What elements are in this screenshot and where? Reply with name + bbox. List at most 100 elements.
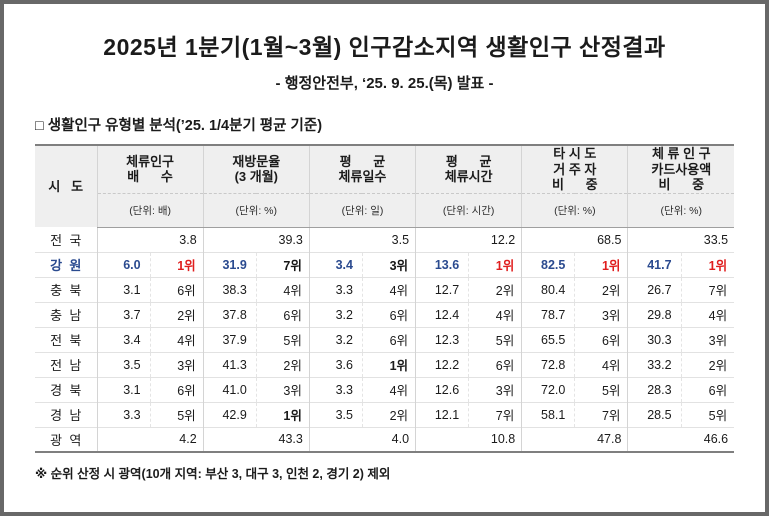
value-cell: 12.2 — [415, 352, 469, 377]
rank-cell: 4위 — [468, 302, 522, 327]
rank-cell: 2위 — [149, 302, 204, 327]
rank-cell: 4위 — [680, 302, 735, 327]
header-main-row: 시 도 체류인구 배 수 재방문율 (3 개월) 평 균 체류일수 평 균 체류시간 타 … — [35, 145, 735, 227]
table-row-충북: 충 북 3.1 6위 38.3 4위 3.3 4위 12.7 2위 80.4 2위 26.7 7위 — [35, 277, 735, 302]
value-cell: 3.3 — [308, 377, 363, 402]
rank-cell: 1위 — [149, 252, 204, 277]
column-header-4: 평 균 체류시간 — [415, 145, 522, 194]
value-cell: 33.5 — [627, 227, 735, 252]
value-cell: 46.6 — [627, 427, 735, 452]
value-cell: 12.3 — [415, 327, 469, 352]
value-cell: 3.5 — [308, 227, 416, 252]
rank-cell: 4위 — [361, 277, 416, 302]
value-cell: 47.8 — [521, 427, 628, 452]
region-cell: 충 북 — [50, 283, 82, 298]
table-row-전북: 전 북 3.4 4위 37.9 5위 3.2 6위 12.3 5위 65.5 6위 30.3 3위 — [35, 327, 735, 352]
column-header-6: 체 류 인 구 카드사용액 비 중 — [627, 145, 735, 194]
region-cell: 전 남 — [50, 358, 82, 373]
living-population-table: 시 도 체류인구 배 수 재방문율 (3 개월) 평 균 체류일수 평 균 체류시간 타 … — [35, 144, 735, 453]
rank-cell: 7위 — [255, 252, 310, 277]
rank-cell: 6위 — [468, 352, 522, 377]
rank-cell: 2위 — [468, 277, 522, 302]
rank-cell: 7위 — [680, 277, 735, 302]
value-cell: 82.5 — [521, 252, 575, 277]
rank-cell: 1위 — [574, 252, 628, 277]
value-cell: 6.0 — [96, 252, 151, 277]
footnote: ※ 순위 산정 시 광역(10개 지역: 부산 3, 대구 3, 인천 2, 경… — [35, 467, 391, 481]
page-subtitle: - 행정안전부, ‘25. 9. 25.(목) 발표 - — [275, 75, 494, 92]
table-row-전국: 전 국 3.8 39.3 3.5 12.2 68.5 33.5 — [35, 227, 735, 252]
rank-cell: 4위 — [361, 377, 416, 402]
rank-cell: 5위 — [468, 327, 522, 352]
rank-cell: 2위 — [574, 277, 628, 302]
value-cell: 3.1 — [96, 377, 151, 402]
value-cell: 3.2 — [308, 327, 363, 352]
region-cell: 경 북 — [50, 383, 82, 398]
value-cell: 65.5 — [521, 327, 575, 352]
table-row-경남: 경 남 3.3 5위 42.9 1위 3.5 2위 12.1 7위 58.1 7위 28.5 5위 — [35, 402, 735, 427]
value-cell: 13.6 — [415, 252, 469, 277]
value-cell: 43.3 — [202, 427, 310, 452]
rank-cell: 5위 — [574, 377, 628, 402]
value-cell: 3.4 — [308, 252, 363, 277]
rank-cell: 5위 — [680, 402, 735, 427]
region-cell: 광 역 — [50, 432, 82, 448]
unit-label-4: (단위: 시간) — [415, 193, 522, 228]
rank-cell: 6위 — [361, 302, 416, 327]
value-cell: 38.3 — [202, 277, 257, 302]
rank-cell: 6위 — [361, 327, 416, 352]
value-cell: 3.3 — [96, 402, 151, 427]
value-cell: 41.7 — [627, 252, 682, 277]
rank-cell: 4위 — [574, 352, 628, 377]
value-cell: 30.3 — [627, 327, 682, 352]
table-row-충남: 충 남 3.7 2위 37.8 6위 3.2 6위 12.4 4위 78.7 3위 29.8 4위 — [35, 302, 735, 327]
unit-label-2: (단위: %) — [202, 193, 310, 228]
rank-cell: 6위 — [149, 377, 204, 402]
value-cell: 4.2 — [96, 427, 204, 452]
rank-cell: 6위 — [149, 277, 204, 302]
section-title: □ 생활인구 유형별 분석(’25. 1/4분기 평균 기준) — [35, 118, 323, 134]
value-cell: 12.1 — [415, 402, 469, 427]
table-row-강원: 강 원 6.0 1위 31.9 7위 3.4 3위 13.6 1위 82.5 1위 41.7 1위 — [35, 252, 735, 277]
column-header-2: 재방문율 (3 개월) — [202, 145, 310, 194]
value-cell: 12.6 — [415, 377, 469, 402]
table-row-광역: 광 역 4.2 43.3 4.0 10.8 47.8 46.6 — [35, 427, 735, 452]
column-header-5: 타 시 도 거 주 자 비 중 — [521, 145, 628, 194]
rank-cell: 2위 — [680, 352, 735, 377]
rank-cell: 5위 — [255, 327, 310, 352]
value-cell: 28.5 — [627, 402, 682, 427]
value-cell: 3.8 — [96, 227, 204, 252]
table-body: 전 국 3.8 39.3 3.5 12.2 68.5 33.5 강 원 6.0 1위 31.9 7위 3… — [35, 227, 735, 452]
rank-cell: 3위 — [574, 302, 628, 327]
value-cell: 41.0 — [202, 377, 257, 402]
value-cell: 3.3 — [308, 277, 363, 302]
value-cell: 39.3 — [202, 227, 310, 252]
rank-cell: 7위 — [468, 402, 522, 427]
value-cell: 26.7 — [627, 277, 682, 302]
rank-cell: 3위 — [149, 352, 204, 377]
value-cell: 78.7 — [521, 302, 575, 327]
rank-cell: 3위 — [361, 252, 416, 277]
table-head: 시 도 체류인구 배 수 재방문율 (3 개월) 평 균 체류일수 평 균 체류시간 타 … — [35, 145, 735, 228]
region-cell: 경 남 — [50, 408, 82, 423]
column-header-1: 체류인구 배 수 — [96, 145, 204, 194]
rank-cell: 2위 — [255, 352, 310, 377]
rank-cell: 2위 — [361, 402, 416, 427]
rank-cell: 6위 — [574, 327, 628, 352]
rank-cell: 4위 — [149, 327, 204, 352]
value-cell: 31.9 — [202, 252, 257, 277]
unit-label-3: (단위: 일) — [308, 193, 416, 228]
page-title: 2025년 1분기(1월~3월) 인구감소지역 생활인구 산정결과 — [103, 34, 666, 60]
value-cell: 72.0 — [521, 377, 575, 402]
value-cell: 80.4 — [521, 277, 575, 302]
rank-cell: 1위 — [468, 252, 522, 277]
rank-cell: 1위 — [361, 352, 416, 377]
rank-cell: 3위 — [468, 377, 522, 402]
unit-label-1: (단위: 배) — [96, 193, 204, 228]
rank-cell: 1위 — [680, 252, 735, 277]
rank-cell: 6위 — [680, 377, 735, 402]
value-cell: 41.3 — [202, 352, 257, 377]
sido-header: 시 도 — [35, 145, 97, 227]
value-cell: 58.1 — [521, 402, 575, 427]
